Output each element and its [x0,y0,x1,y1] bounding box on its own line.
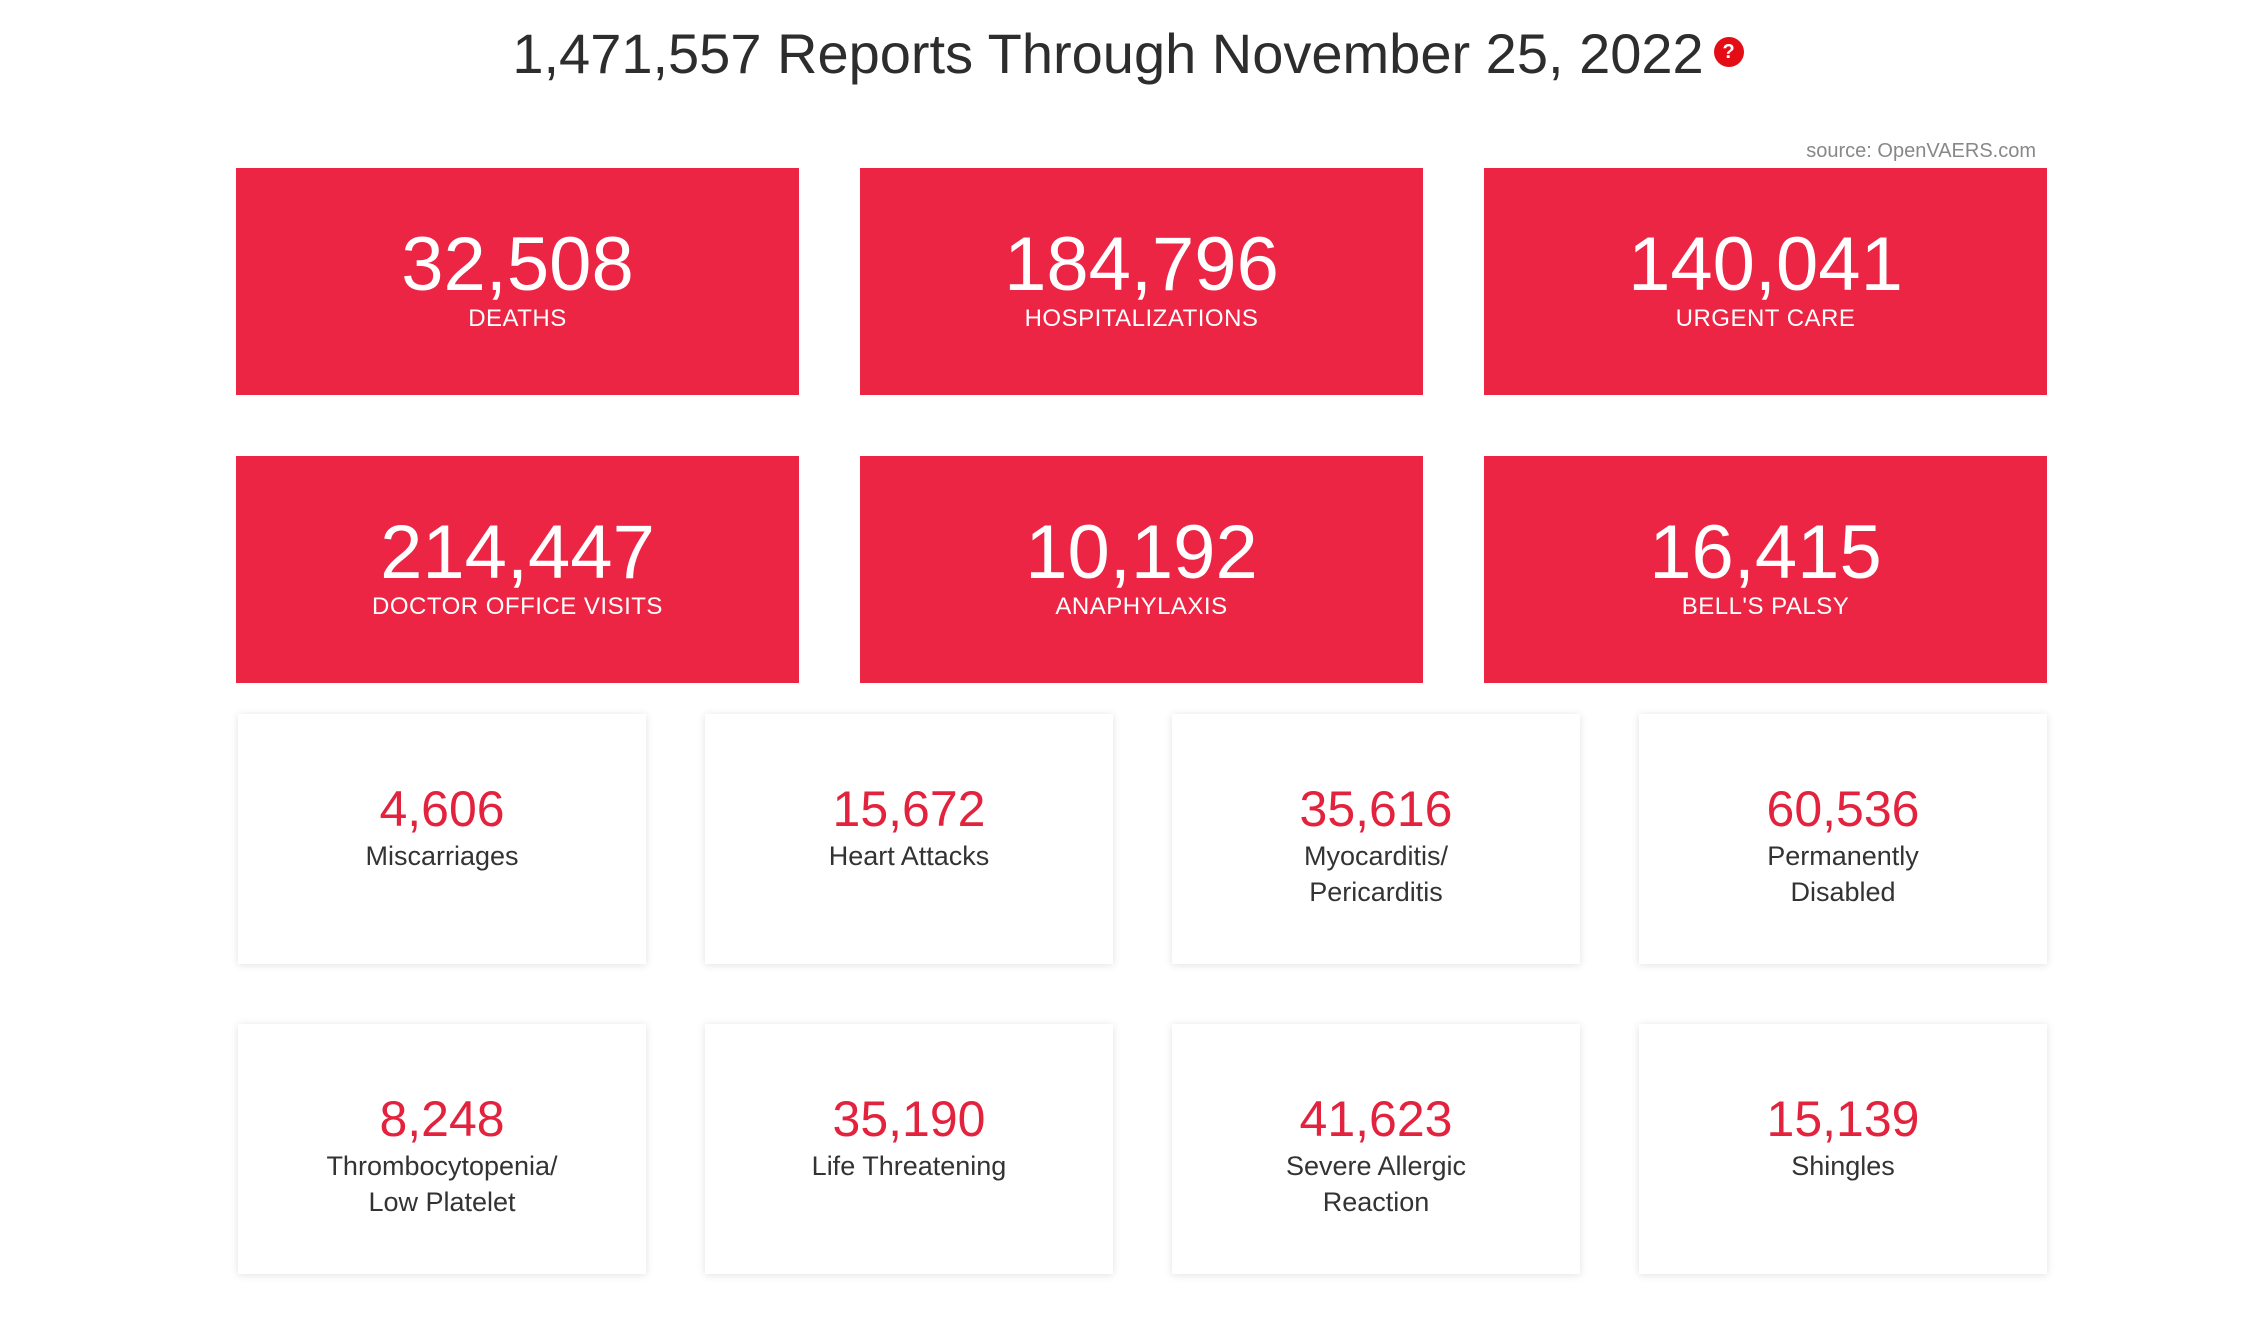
stat-card-severe-allergic-reaction: 41,623 Severe Allergic Reaction [1172,1024,1580,1274]
stat-label: Miscarriages [238,838,646,874]
stat-card-doctor-office-visits: 214,447 DOCTOR OFFICE VISITS [236,456,799,683]
stat-value: 8,248 [379,1091,505,1147]
stat-label: DEATHS [468,305,567,332]
report-count-title: 1,471,557 Reports Through November 25, 2… [512,22,1704,85]
stat-card-deaths: 32,508 DEATHS [236,168,799,395]
stat-label: URGENT CARE [1675,305,1856,332]
stat-label: Permanently Disabled [1639,838,2047,910]
stat-card-permanently-disabled: 60,536 Permanently Disabled [1639,714,2047,964]
stat-value: 41,623 [1299,1091,1453,1147]
stat-label-line2: Disabled [1790,877,1896,907]
stat-label-line1: Myocarditis/ [1303,841,1449,871]
stat-label: HOSPITALIZATIONS [1024,305,1259,332]
stat-label-line1: Permanently [1767,841,1919,871]
stat-card-thrombocytopenia: 8,248 Thrombocytopenia/ Low Platelet [238,1024,646,1274]
stat-label-line1: Severe Allergic [1285,1151,1467,1181]
stat-value: 10,192 [1025,510,1258,595]
stat-value: 15,139 [1766,1091,1920,1147]
stat-card-shingles: 15,139 Shingles [1639,1024,2047,1274]
stat-value: 140,041 [1628,222,1903,307]
stat-card-bells-palsy: 16,415 BELL'S PALSY [1484,456,2047,683]
stat-label: DOCTOR OFFICE VISITS [372,593,663,620]
source-credit: source: OpenVAERS.com [1806,140,2036,162]
stat-card-anaphylaxis: 10,192 ANAPHYLAXIS [860,456,1423,683]
stat-value: 4,606 [379,781,505,837]
stat-value: 184,796 [1004,222,1279,307]
stat-label-line1: Thrombocytopenia/ [326,1151,558,1181]
stat-label-line2: Pericarditis [1309,877,1443,907]
stat-label: ANAPHYLAXIS [1055,593,1228,620]
stat-label: Thrombocytopenia/ Low Platelet [238,1148,646,1220]
stat-label-line2: Low Platelet [368,1187,516,1217]
stat-card-life-threatening: 35,190 Life Threatening [705,1024,1113,1274]
stat-value: 16,415 [1649,510,1882,595]
stat-value: 214,447 [380,510,655,595]
stat-label-line1: Shingles [1791,1151,1895,1181]
stat-label: Myocarditis/ Pericarditis [1172,838,1580,910]
stat-card-miscarriages: 4,606 Miscarriages [238,714,646,964]
stat-label: Shingles [1639,1148,2047,1184]
stat-label: Severe Allergic Reaction [1172,1148,1580,1220]
stat-label: Life Threatening [705,1148,1113,1184]
stat-label-line1: Heart Attacks [828,841,990,871]
stat-label-line1: Life Threatening [811,1151,1007,1181]
stat-value: 35,616 [1299,781,1453,837]
stat-label-line2: Reaction [1322,1187,1430,1217]
stat-card-hospitalizations: 184,796 HOSPITALIZATIONS [860,168,1423,395]
stat-label: Heart Attacks [705,838,1113,874]
stat-value: 15,672 [832,781,986,837]
stat-card-heart-attacks: 15,672 Heart Attacks [705,714,1113,964]
stat-value: 32,508 [401,222,634,307]
stat-value: 35,190 [832,1091,986,1147]
help-circle-icon[interactable]: ? [1713,37,1744,68]
page-title: 1,471,557 Reports Through November 25, 2… [0,22,2256,86]
stat-card-myocarditis: 35,616 Myocarditis/ Pericarditis [1172,714,1580,964]
stat-label-line1: Miscarriages [365,841,519,871]
stat-card-urgent-care: 140,041 URGENT CARE [1484,168,2047,395]
stat-label: BELL'S PALSY [1681,593,1850,620]
stat-value: 60,536 [1766,781,1920,837]
